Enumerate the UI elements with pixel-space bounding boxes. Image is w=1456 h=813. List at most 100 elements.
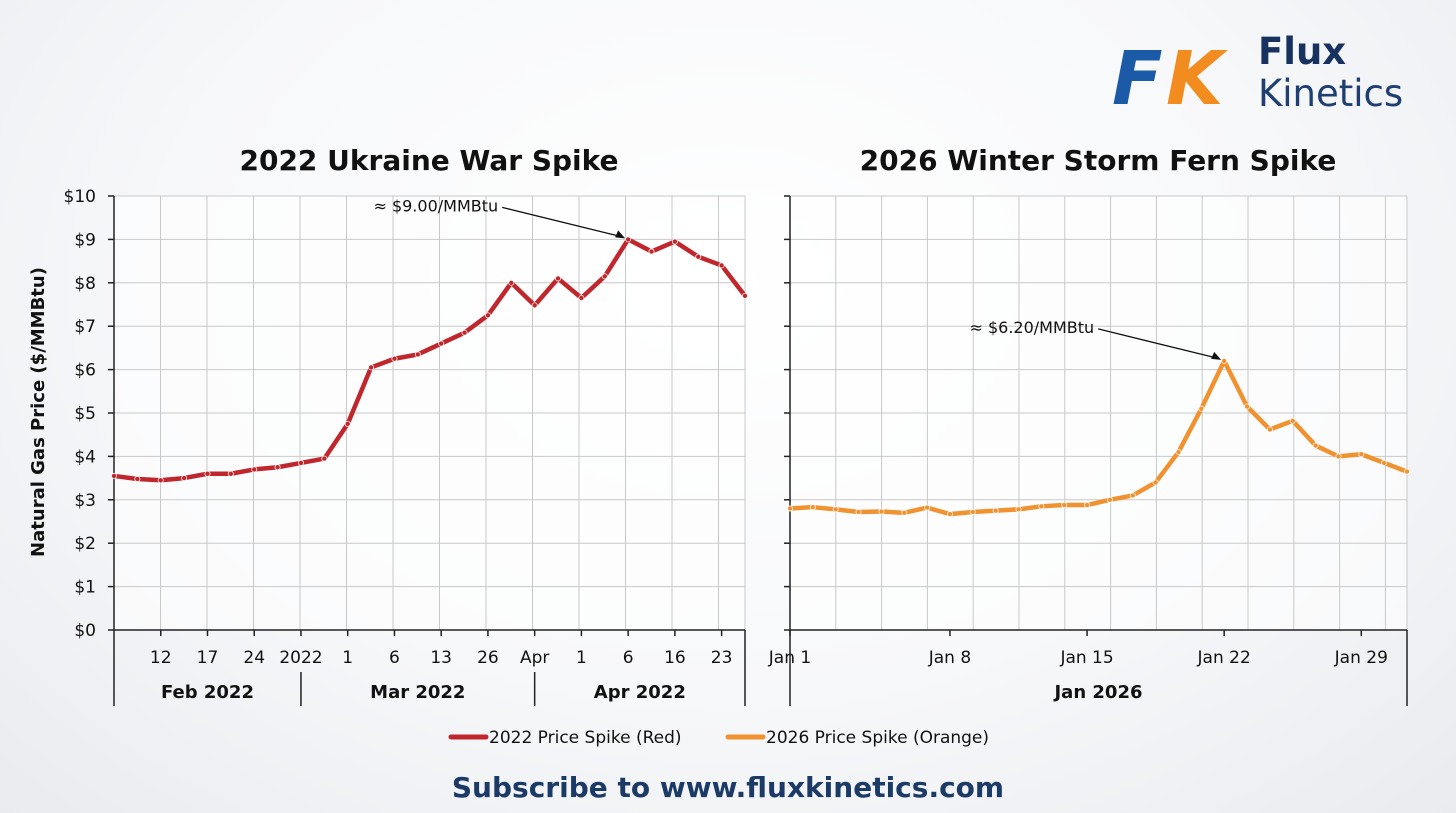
annotation-arrow bbox=[1098, 328, 1217, 359]
data-point bbox=[878, 508, 885, 515]
logo-letter-f: F bbox=[1112, 36, 1163, 122]
brand-logo: F K Flux Kinetics bbox=[1112, 30, 1403, 122]
annotation-arrowhead bbox=[615, 230, 626, 239]
x-tick-label: 26 bbox=[477, 648, 499, 668]
data-point bbox=[969, 508, 976, 515]
data-point bbox=[924, 504, 931, 511]
legend: 2022 Price Spike (Red) 2026 Price Spike … bbox=[448, 728, 989, 748]
data-point bbox=[297, 459, 304, 466]
brand-name-line2: Kinetics bbox=[1258, 72, 1403, 115]
data-point bbox=[648, 248, 655, 255]
data-point bbox=[368, 364, 375, 371]
y-tick-labels: $0 $1 $2 $3 $4 $5 $6 $7 $8 $9 $10 bbox=[64, 187, 96, 641]
x-group-label: Jan 2026 bbox=[1052, 682, 1142, 703]
data-point bbox=[1221, 357, 1228, 364]
data-point bbox=[946, 511, 953, 518]
data-point bbox=[1198, 405, 1205, 412]
data-point bbox=[625, 236, 632, 243]
x-tick-label: Apr bbox=[520, 648, 549, 668]
data-point bbox=[578, 294, 585, 301]
y-tick-label: $0 bbox=[74, 621, 96, 641]
data-point bbox=[1381, 459, 1388, 466]
x-group-label: Mar 2022 bbox=[370, 682, 465, 703]
data-point bbox=[671, 238, 678, 245]
legend-label-2026: 2026 Price Spike (Orange) bbox=[766, 728, 989, 748]
data-point bbox=[1129, 492, 1136, 499]
data-point bbox=[274, 464, 281, 471]
chart-title-left: 2022 Ukraine War Spike bbox=[239, 144, 618, 177]
x-tick-label: 13 bbox=[430, 648, 452, 668]
y-tick-label: $3 bbox=[74, 491, 96, 511]
data-point bbox=[1312, 442, 1319, 449]
chart-title-right: 2026 Winter Storm Fern Spike bbox=[860, 144, 1337, 177]
data-point bbox=[1084, 502, 1091, 509]
data-point bbox=[1358, 451, 1365, 458]
data-point bbox=[1335, 453, 1342, 460]
data-point bbox=[1404, 468, 1411, 475]
data-point bbox=[1152, 479, 1159, 486]
x-tick-label: 1 bbox=[342, 648, 353, 668]
data-point bbox=[181, 475, 188, 482]
x-tick-label: 24 bbox=[243, 648, 265, 668]
x-group-label: Feb 2022 bbox=[161, 682, 254, 703]
data-point bbox=[438, 340, 445, 347]
y-tick-label: $8 bbox=[74, 274, 96, 294]
x-tick-label: 6 bbox=[623, 648, 634, 668]
data-point bbox=[1266, 426, 1273, 433]
annotation-arrowhead bbox=[1211, 351, 1222, 360]
data-point bbox=[1175, 449, 1182, 456]
y-tick-label: $2 bbox=[74, 534, 96, 554]
data-point bbox=[251, 466, 258, 473]
data-point bbox=[414, 351, 421, 358]
annotation-arrow bbox=[501, 206, 621, 238]
y-axis-label: Natural Gas Price ($/MMBtu) bbox=[28, 267, 49, 557]
data-point bbox=[832, 506, 839, 513]
subscribe-footer[interactable]: Subscribe to www.fluxkinetics.com bbox=[452, 771, 1004, 804]
data-point bbox=[1038, 503, 1045, 510]
logo-letter-k: K bbox=[1166, 36, 1228, 122]
data-point bbox=[555, 275, 562, 282]
y-tick-label: $4 bbox=[74, 447, 96, 467]
data-point bbox=[1289, 417, 1296, 424]
data-point bbox=[227, 470, 234, 477]
data-point bbox=[1244, 403, 1251, 410]
data-point bbox=[1015, 506, 1022, 513]
y-tick-label: $10 bbox=[64, 187, 96, 207]
y-tick-label: $6 bbox=[74, 361, 96, 381]
data-point bbox=[809, 504, 816, 511]
data-point bbox=[157, 477, 164, 484]
data-point bbox=[508, 279, 515, 286]
y-tick-label: $7 bbox=[74, 317, 96, 337]
data-point bbox=[531, 302, 538, 309]
data-point bbox=[391, 355, 398, 362]
x-tick-label: Jan 22 bbox=[1197, 648, 1251, 668]
data-point bbox=[1061, 502, 1068, 509]
x-tick-label: 6 bbox=[389, 648, 400, 668]
data-point bbox=[134, 475, 141, 482]
x-group-label: Apr 2022 bbox=[594, 682, 686, 703]
x-tick-label: 23 bbox=[711, 648, 733, 668]
data-point bbox=[1106, 496, 1113, 503]
data-point bbox=[111, 472, 118, 479]
data-point bbox=[718, 262, 725, 269]
x-tick-label: 2022 bbox=[279, 648, 322, 668]
x-tick-label: 12 bbox=[150, 648, 172, 668]
data-point bbox=[344, 420, 351, 427]
x-tick-label: 16 bbox=[664, 648, 686, 668]
data-point bbox=[321, 455, 328, 462]
y-tick-label: $1 bbox=[74, 578, 96, 598]
x-tick-label: Jan 8 bbox=[928, 648, 971, 668]
annotation-label: ≈ $9.00/MMBtu bbox=[373, 196, 498, 215]
annotation-label: ≈ $6.20/MMBtu bbox=[969, 318, 1094, 337]
data-point bbox=[461, 329, 468, 336]
y-tick-label: $5 bbox=[74, 404, 96, 424]
y-tick-label: $9 bbox=[74, 230, 96, 250]
data-point bbox=[742, 292, 749, 299]
data-point bbox=[787, 505, 794, 512]
series-line bbox=[111, 237, 748, 483]
brand-name-line1: Flux bbox=[1258, 30, 1346, 73]
data-point bbox=[855, 508, 862, 515]
